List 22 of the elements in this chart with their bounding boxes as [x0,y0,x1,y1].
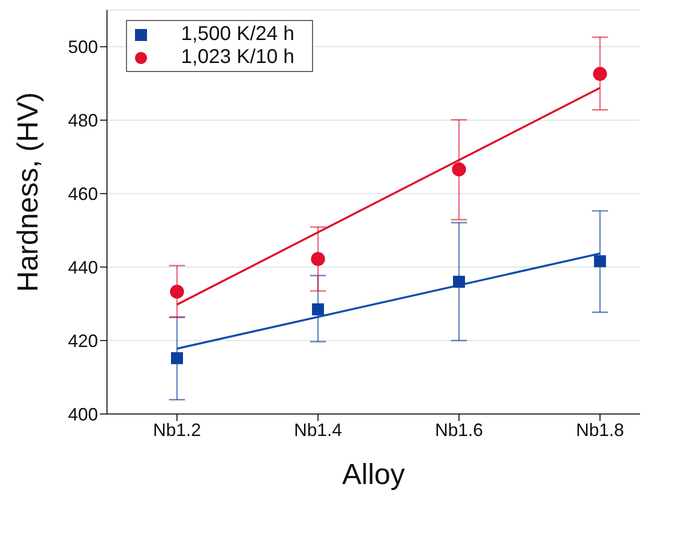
x-tick-label: Nb1.8 [576,420,624,440]
point [170,284,184,299]
y-tick-label: 460 [68,184,98,204]
point [452,162,466,176]
x-tick-label: Nb1.6 [434,420,484,440]
point [593,66,607,81]
point [594,255,606,268]
legend-label: 1,500 K/24 h [181,23,294,45]
x-tick-label: Nb1.4 [294,420,342,440]
point [312,303,324,316]
x-tick-label: Nb1.2 [152,420,202,440]
y-axis-title: Hardness, (HV) [12,92,44,292]
y-tick-label: 400 [68,404,98,424]
y-tick-label: 440 [68,257,98,278]
legend-label: 1,023 K/10 h [181,46,294,68]
y-tick-label: 480 [68,110,98,131]
point [171,352,183,364]
x-axis-title: Alloy [342,459,406,491]
y-tick-label: 420 [68,330,98,351]
point [453,276,465,288]
y-tick-label: 500 [68,37,98,58]
point [311,252,325,266]
